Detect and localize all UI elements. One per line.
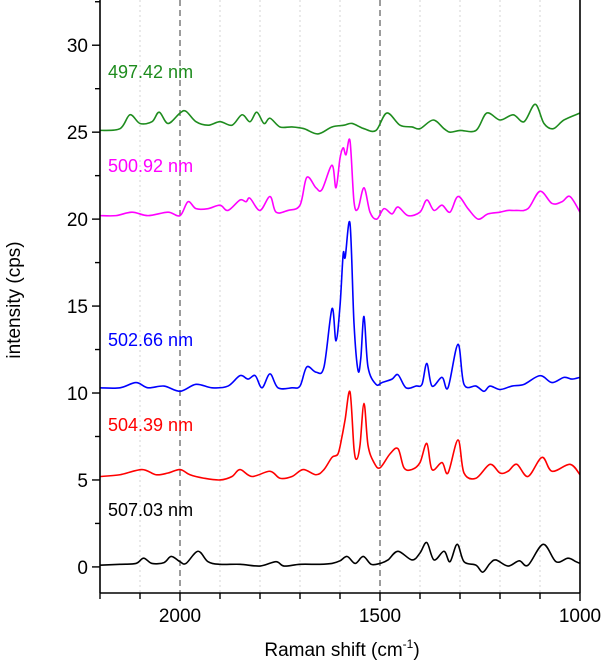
y-tick-label: 30 bbox=[67, 36, 88, 57]
y-tick-label: 10 bbox=[67, 384, 88, 405]
x-tick-label: 1000 bbox=[559, 606, 601, 627]
series-group: 507.03 nm 504.39 nm 502.66 nm 500.92 nm 497.… bbox=[99, 62, 581, 573]
axes: 0 5 10 15 20 25 30 2000 1500 1000 bbox=[67, 0, 601, 627]
x-tick-label: 1500 bbox=[359, 606, 401, 627]
series-line-0 bbox=[99, 541, 581, 573]
series-line-3 bbox=[99, 138, 581, 220]
x-tick-label: 2000 bbox=[159, 606, 201, 627]
series-line-4 bbox=[99, 103, 581, 135]
series-line-2 bbox=[99, 220, 581, 393]
y-tick-label: 20 bbox=[67, 210, 88, 231]
series-label: 502.66 nm bbox=[108, 330, 193, 350]
series-label: 504.39 nm bbox=[108, 415, 193, 435]
series-line-1 bbox=[99, 390, 581, 481]
y-tick-label: 5 bbox=[77, 471, 88, 492]
x-axis-title: Raman shift (cm-1) bbox=[264, 637, 419, 661]
y-tick-label: 15 bbox=[67, 297, 88, 318]
series-label: 500.92 nm bbox=[108, 156, 193, 176]
y-axis-title: intensity (cps) bbox=[4, 241, 25, 358]
y-tick-label: 25 bbox=[67, 123, 88, 144]
series-label: 497.42 nm bbox=[108, 62, 193, 82]
series-label: 507.03 nm bbox=[108, 500, 193, 520]
y-tick-label: 0 bbox=[77, 558, 88, 579]
